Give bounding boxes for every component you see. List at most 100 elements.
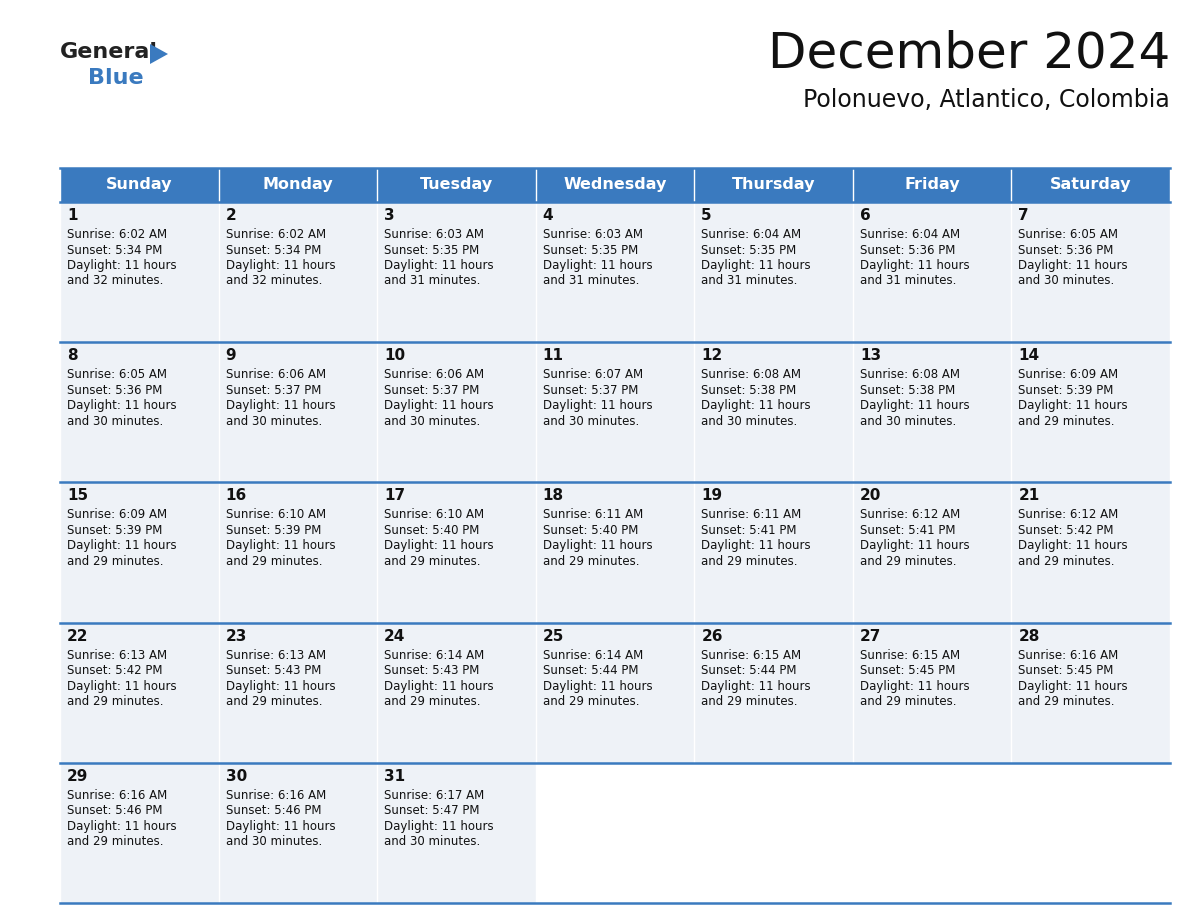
Text: Sunrise: 6:11 AM: Sunrise: 6:11 AM — [701, 509, 802, 521]
Text: Daylight: 11 hours: Daylight: 11 hours — [226, 540, 335, 553]
Text: 17: 17 — [384, 488, 405, 503]
Text: Sunrise: 6:08 AM: Sunrise: 6:08 AM — [701, 368, 801, 381]
Text: 22: 22 — [67, 629, 88, 644]
Bar — [377, 202, 536, 342]
Text: Sunrise: 6:10 AM: Sunrise: 6:10 AM — [226, 509, 326, 521]
Text: Daylight: 11 hours: Daylight: 11 hours — [226, 399, 335, 412]
Text: and 29 minutes.: and 29 minutes. — [543, 695, 639, 708]
Text: Daylight: 11 hours: Daylight: 11 hours — [384, 820, 494, 833]
Text: Sunset: 5:35 PM: Sunset: 5:35 PM — [384, 243, 480, 256]
Text: and 29 minutes.: and 29 minutes. — [384, 695, 481, 708]
Text: Sunset: 5:46 PM: Sunset: 5:46 PM — [67, 804, 163, 817]
Text: Sunset: 5:45 PM: Sunset: 5:45 PM — [860, 664, 955, 677]
Text: Sunset: 5:39 PM: Sunset: 5:39 PM — [67, 524, 163, 537]
Text: 2: 2 — [226, 208, 236, 223]
Text: 11: 11 — [543, 348, 564, 364]
Text: Daylight: 11 hours: Daylight: 11 hours — [860, 540, 969, 553]
Bar — [853, 202, 1011, 342]
Bar — [219, 622, 377, 763]
Text: Sunrise: 6:16 AM: Sunrise: 6:16 AM — [1018, 649, 1119, 662]
Text: Daylight: 11 hours: Daylight: 11 hours — [701, 540, 811, 553]
Text: 27: 27 — [860, 629, 881, 644]
Text: 12: 12 — [701, 348, 722, 364]
Text: 18: 18 — [543, 488, 564, 503]
Text: Sunset: 5:36 PM: Sunset: 5:36 PM — [67, 384, 163, 397]
Text: Daylight: 11 hours: Daylight: 11 hours — [67, 540, 177, 553]
Text: and 29 minutes.: and 29 minutes. — [701, 554, 798, 568]
Text: Daylight: 11 hours: Daylight: 11 hours — [701, 679, 811, 692]
Text: December 2024: December 2024 — [767, 30, 1170, 78]
Bar — [61, 168, 219, 202]
Text: Daylight: 11 hours: Daylight: 11 hours — [1018, 399, 1129, 412]
Text: Daylight: 11 hours: Daylight: 11 hours — [1018, 259, 1129, 272]
Text: Sunrise: 6:04 AM: Sunrise: 6:04 AM — [701, 228, 802, 241]
Text: Sunset: 5:34 PM: Sunset: 5:34 PM — [226, 243, 321, 256]
Text: Wednesday: Wednesday — [563, 177, 666, 193]
Bar — [536, 202, 694, 342]
Text: 10: 10 — [384, 348, 405, 364]
Bar — [853, 622, 1011, 763]
Text: Sunrise: 6:12 AM: Sunrise: 6:12 AM — [860, 509, 960, 521]
Bar — [694, 482, 853, 622]
Text: Sunset: 5:37 PM: Sunset: 5:37 PM — [543, 384, 638, 397]
Bar — [61, 342, 219, 482]
Text: Sunset: 5:41 PM: Sunset: 5:41 PM — [701, 524, 797, 537]
Text: Daylight: 11 hours: Daylight: 11 hours — [543, 259, 652, 272]
Text: Tuesday: Tuesday — [419, 177, 493, 193]
Text: and 29 minutes.: and 29 minutes. — [701, 695, 798, 708]
Text: and 29 minutes.: and 29 minutes. — [1018, 554, 1114, 568]
Text: and 31 minutes.: and 31 minutes. — [384, 274, 480, 287]
Text: Sunrise: 6:06 AM: Sunrise: 6:06 AM — [226, 368, 326, 381]
Text: and 31 minutes.: and 31 minutes. — [543, 274, 639, 287]
Text: Sunrise: 6:13 AM: Sunrise: 6:13 AM — [67, 649, 168, 662]
Text: Sunrise: 6:03 AM: Sunrise: 6:03 AM — [543, 228, 643, 241]
Text: Sunset: 5:35 PM: Sunset: 5:35 PM — [543, 243, 638, 256]
Text: Polonuevo, Atlantico, Colombia: Polonuevo, Atlantico, Colombia — [803, 88, 1170, 112]
Text: Sunrise: 6:17 AM: Sunrise: 6:17 AM — [384, 789, 485, 801]
Text: Daylight: 11 hours: Daylight: 11 hours — [860, 399, 969, 412]
Text: 7: 7 — [1018, 208, 1029, 223]
Text: Daylight: 11 hours: Daylight: 11 hours — [1018, 679, 1129, 692]
Text: Daylight: 11 hours: Daylight: 11 hours — [226, 820, 335, 833]
Text: Sunset: 5:38 PM: Sunset: 5:38 PM — [860, 384, 955, 397]
Text: Sunset: 5:40 PM: Sunset: 5:40 PM — [543, 524, 638, 537]
Text: 4: 4 — [543, 208, 554, 223]
Bar — [536, 342, 694, 482]
Text: Sunrise: 6:16 AM: Sunrise: 6:16 AM — [226, 789, 326, 801]
Text: and 29 minutes.: and 29 minutes. — [1018, 695, 1114, 708]
Text: Sunset: 5:38 PM: Sunset: 5:38 PM — [701, 384, 796, 397]
Text: Sunrise: 6:13 AM: Sunrise: 6:13 AM — [226, 649, 326, 662]
Bar — [694, 202, 853, 342]
Text: Sunday: Sunday — [106, 177, 172, 193]
Text: and 32 minutes.: and 32 minutes. — [67, 274, 164, 287]
Text: Daylight: 11 hours: Daylight: 11 hours — [701, 259, 811, 272]
Text: Sunrise: 6:10 AM: Sunrise: 6:10 AM — [384, 509, 485, 521]
Bar — [1011, 202, 1170, 342]
Text: 26: 26 — [701, 629, 722, 644]
Bar — [219, 482, 377, 622]
Bar — [219, 202, 377, 342]
Bar — [694, 342, 853, 482]
Text: Thursday: Thursday — [732, 177, 815, 193]
Text: and 29 minutes.: and 29 minutes. — [1018, 415, 1114, 428]
Bar — [1011, 482, 1170, 622]
Bar — [377, 482, 536, 622]
Text: Daylight: 11 hours: Daylight: 11 hours — [543, 540, 652, 553]
Text: Daylight: 11 hours: Daylight: 11 hours — [384, 540, 494, 553]
Text: 19: 19 — [701, 488, 722, 503]
Text: and 31 minutes.: and 31 minutes. — [860, 274, 956, 287]
Bar — [377, 622, 536, 763]
Bar — [694, 168, 853, 202]
Text: and 30 minutes.: and 30 minutes. — [67, 415, 163, 428]
Text: Sunset: 5:42 PM: Sunset: 5:42 PM — [1018, 524, 1114, 537]
Text: and 29 minutes.: and 29 minutes. — [67, 835, 164, 848]
Text: Sunset: 5:44 PM: Sunset: 5:44 PM — [543, 664, 638, 677]
Text: and 31 minutes.: and 31 minutes. — [701, 274, 797, 287]
Bar — [377, 342, 536, 482]
Text: Sunrise: 6:02 AM: Sunrise: 6:02 AM — [226, 228, 326, 241]
Text: Sunset: 5:47 PM: Sunset: 5:47 PM — [384, 804, 480, 817]
Text: Sunset: 5:39 PM: Sunset: 5:39 PM — [226, 524, 321, 537]
Text: and 30 minutes.: and 30 minutes. — [1018, 274, 1114, 287]
Text: 13: 13 — [860, 348, 881, 364]
Text: and 29 minutes.: and 29 minutes. — [67, 695, 164, 708]
